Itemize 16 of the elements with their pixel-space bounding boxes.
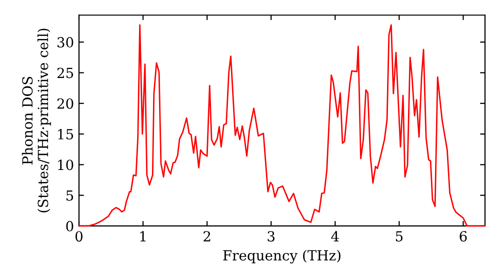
y-axis-title: Phonon DOS (States/THz·primitive cell)	[22, 28, 51, 212]
x-tick-label: 2	[204, 231, 210, 242]
y-tick-label: 0	[66, 220, 74, 232]
x-tick-label: 1	[140, 231, 146, 242]
y-tick-label: 20	[57, 98, 74, 109]
x-tick-label: 3	[268, 231, 274, 242]
x-tick-label: 5	[396, 231, 403, 242]
x-tick-label: 6	[460, 231, 467, 242]
y-tick-label: 15	[58, 128, 74, 140]
x-axis-title: Frequency (THz)	[223, 250, 340, 264]
y-tick-label: 5	[66, 190, 74, 201]
x-tick-label: 0	[75, 231, 82, 242]
y-tick-label: 30	[58, 37, 74, 48]
y-tick-label: 25	[57, 68, 74, 78]
x-tick-label: 4	[331, 231, 339, 242]
y-tick-label: 10	[58, 160, 74, 170]
